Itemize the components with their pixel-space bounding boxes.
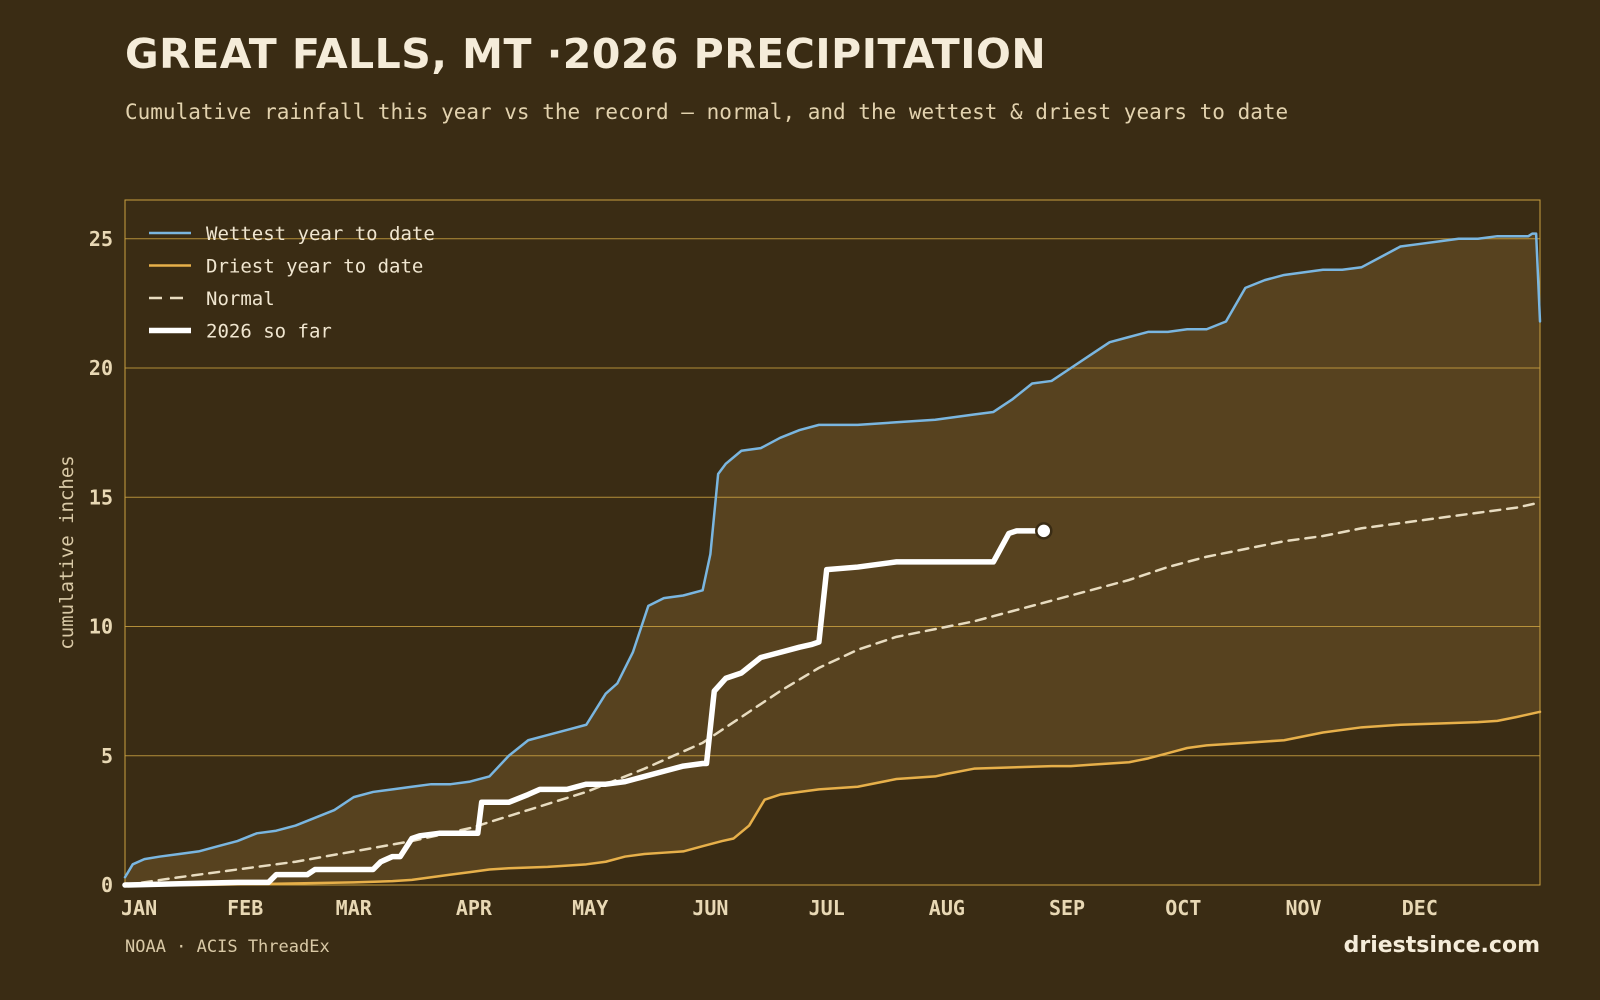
- y-tick-label: 5: [101, 744, 113, 768]
- y-tick-label: 25: [89, 227, 113, 251]
- legend-label-driest: Driest year to date: [206, 256, 423, 278]
- x-tick-label: MAR: [336, 896, 373, 920]
- current-endpoint-marker: [1035, 522, 1053, 540]
- legend-label-wettest: Wettest year to date: [206, 223, 435, 245]
- source-note: NOAA · ACIS ThreadEx: [125, 937, 330, 957]
- brand-link[interactable]: driestsince.com: [1343, 933, 1540, 958]
- series-line-wettest: [123, 232, 1542, 879]
- y-axis-ticks: 0 5 10 15 20 25: [89, 227, 113, 897]
- x-axis-ticks: JAN FEB MAR APR MAY JUN JUL AUG SEP OCT NOV DEC: [121, 896, 1438, 920]
- gridlines: [125, 238, 1540, 757]
- series-line-current: [122, 528, 1047, 888]
- x-tick-label: APR: [456, 896, 493, 920]
- legend: Wettest year to date Driest year to date N…: [149, 223, 435, 343]
- x-tick-label: SEP: [1049, 896, 1085, 920]
- x-tick-label: JUL: [809, 896, 845, 920]
- plot-frame: [124, 199, 1541, 886]
- x-tick-label: OCT: [1165, 896, 1201, 920]
- series-lines: [122, 232, 1542, 888]
- record-band: [125, 233, 1540, 886]
- legend-label-current: 2026 so far: [206, 321, 332, 343]
- chart-subtitle: Cumulative rainfall this year vs the rec…: [125, 100, 1289, 124]
- x-tick-label: MAY: [572, 896, 608, 920]
- x-tick-label: AUG: [929, 896, 965, 920]
- series-line-driest: [123, 710, 1542, 887]
- x-tick-label: DEC: [1402, 896, 1438, 920]
- x-tick-label: FEB: [227, 896, 263, 920]
- record-band-area: [125, 233, 1540, 886]
- chart-title: GREAT FALLS, MT ·2026 PRECIPITATION: [125, 30, 1047, 78]
- y-tick-label: 15: [89, 485, 113, 509]
- x-tick-label: JUN: [692, 896, 728, 920]
- x-tick-label: NOV: [1285, 896, 1321, 920]
- y-tick-label: 0: [101, 873, 113, 897]
- x-tick-label: JAN: [121, 896, 157, 920]
- y-tick-label: 10: [89, 615, 113, 639]
- y-axis-label: cumulative inches: [56, 455, 78, 649]
- y-tick-label: 20: [89, 356, 113, 380]
- legend-label-normal: Normal: [206, 288, 275, 310]
